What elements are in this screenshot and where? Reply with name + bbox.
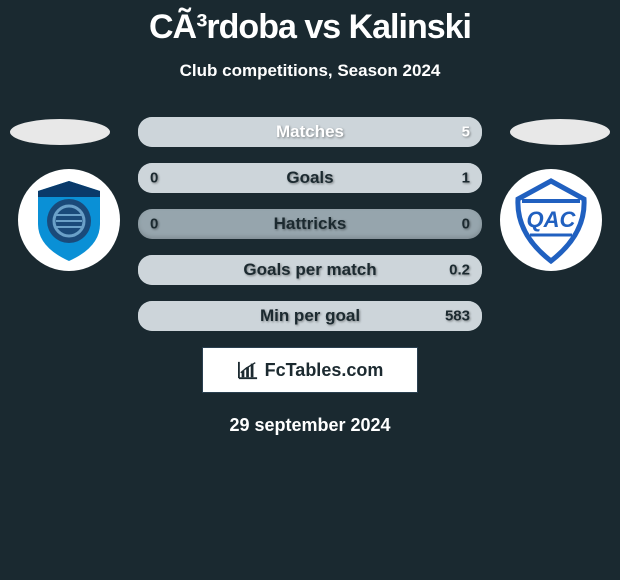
brand-box[interactable]: FcTables.com (202, 347, 418, 393)
stat-row: Matches 5 (138, 117, 482, 147)
shield-icon: QAC (500, 169, 602, 271)
stat-row: 0 Hattricks 0 (138, 209, 482, 239)
team-logo-right: QAC (500, 169, 602, 271)
stat-label: Min per goal (260, 306, 360, 326)
player-avatar-left (10, 119, 110, 145)
subtitle: Club competitions, Season 2024 (0, 61, 620, 81)
stat-value-right: 0.2 (449, 262, 470, 279)
team-logo-left (18, 169, 120, 271)
stat-label: Matches (276, 122, 344, 142)
main-area: QAC Matches 5 0 Goals 1 0 Hattricks 0 Goals per … (0, 117, 620, 436)
date-label: 29 september 2024 (10, 415, 610, 436)
svg-text:QAC: QAC (527, 207, 577, 232)
stat-row: 0 Goals 1 (138, 163, 482, 193)
stat-row: Goals per match 0.2 (138, 255, 482, 285)
shield-icon (18, 169, 120, 271)
stat-label: Hattricks (274, 214, 347, 234)
stat-label: Goals per match (243, 260, 376, 280)
brand-text: FcTables.com (265, 360, 384, 381)
chart-icon (237, 360, 259, 380)
stat-value-left: 0 (150, 216, 158, 233)
stat-row: Min per goal 583 (138, 301, 482, 331)
stat-value-right: 583 (445, 308, 470, 325)
stat-value-right: 5 (462, 124, 470, 141)
player-avatar-right (510, 119, 610, 145)
stat-value-right: 0 (462, 216, 470, 233)
page-title: CÃ³rdoba vs Kalinski (0, 8, 620, 47)
stat-value-left: 0 (150, 170, 158, 187)
stat-label: Goals (286, 168, 333, 188)
comparison-card: CÃ³rdoba vs Kalinski Club competitions, … (0, 0, 620, 436)
stats-list: Matches 5 0 Goals 1 0 Hattricks 0 Goals per matc… (138, 117, 482, 331)
stat-value-right: 1 (462, 170, 470, 187)
